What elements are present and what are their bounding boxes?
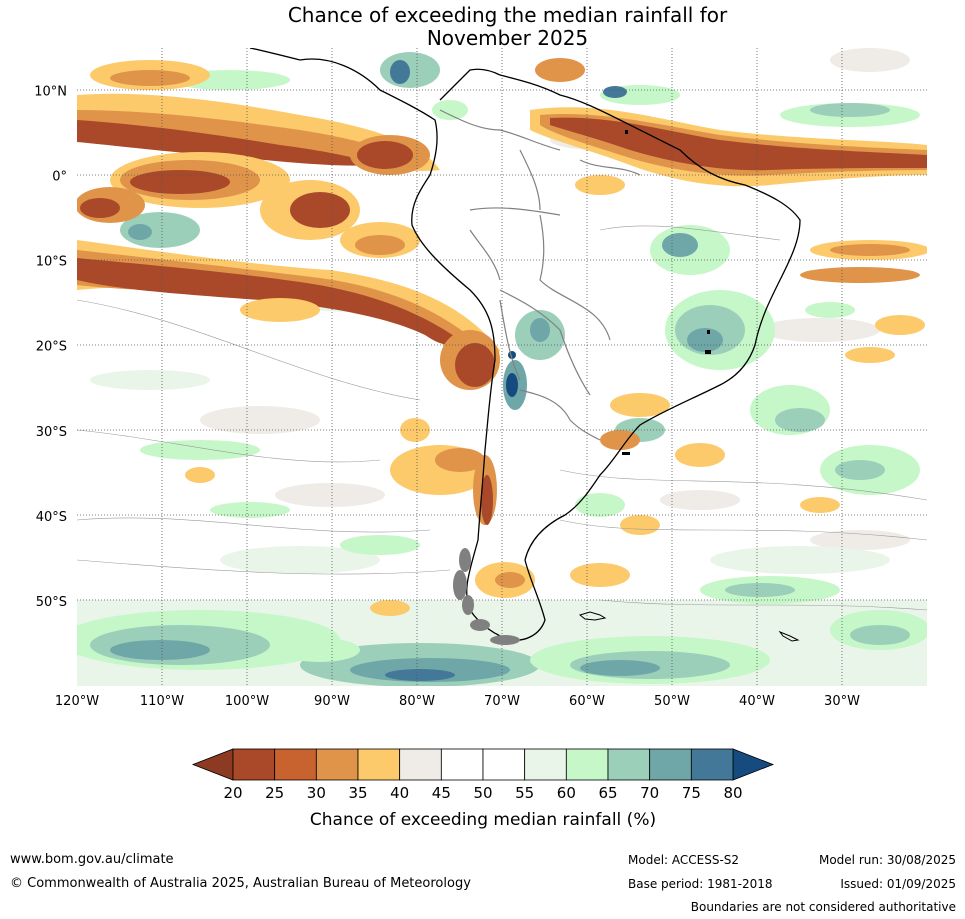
base-period-label: Base period: 1981-2018 [628, 877, 773, 891]
lat-tick-label: 10°S [36, 255, 67, 270]
colorbar-swatch [357, 748, 401, 781]
colorbar-tick-label: 45 [432, 784, 451, 802]
south-america-coastline [249, 48, 801, 641]
lon-tick-label: 90°W [314, 694, 350, 709]
latitude-labels: 10°N 0° 10°S 20°S 30°S 40°S 50°S [34, 85, 67, 610]
contour-lines [77, 225, 927, 611]
colorbar-swatch [482, 748, 526, 781]
copyright-text: © Commonwealth of Australia 2025, Austra… [10, 876, 471, 891]
colorbar-tick-label: 50 [473, 784, 492, 802]
falkland-islands [578, 611, 607, 621]
colorbar: 20 25 30 35 40 45 50 55 60 65 70 75 80 [191, 748, 775, 802]
graticule [77, 48, 927, 686]
disclaimer-text: Boundaries are not considered authoritat… [690, 900, 956, 914]
colorbar-swatch [524, 748, 567, 781]
colorbar-label: Chance of exceeding median rainfall (%) [310, 810, 656, 830]
southern-chile-archipelago [453, 548, 520, 645]
colorbar-tick-label: 60 [557, 784, 576, 802]
colorbar-swatch [565, 748, 609, 781]
lat-tick-label: 20°S [36, 340, 67, 355]
colorbar-swatch [607, 748, 651, 781]
colorbar-swatch [440, 748, 484, 781]
south-georgia [778, 630, 800, 642]
colorbar-tick-label: 75 [682, 784, 701, 802]
country-borders [439, 109, 641, 441]
lon-tick-label: 100°W [225, 694, 269, 709]
lon-tick-label: 60°W [569, 694, 605, 709]
colorbar-swatch [315, 748, 359, 781]
colorbar-under-arrow [191, 748, 234, 781]
lon-tick-label: 120°W [55, 694, 99, 709]
colorbar-tick-label: 40 [390, 784, 409, 802]
issued-label: Issued: 01/09/2025 [840, 877, 956, 891]
model-label: Model: ACCESS-S2 [628, 853, 740, 867]
website-link[interactable]: www.bom.gov.au/climate [10, 852, 174, 867]
map-title: Chance of exceeding the median rainfall … [0, 4, 965, 50]
colorbar-tick-label: 55 [515, 784, 534, 802]
title-line-2: November 2025 [426, 26, 589, 50]
lon-tick-label: 80°W [399, 694, 435, 709]
colorbar-tick-label: 70 [640, 784, 659, 802]
wet-anomaly-areas [120, 52, 920, 555]
colorbar-swatch [274, 748, 317, 781]
colorbar-swatch [690, 748, 734, 781]
colorbar-swatch [399, 748, 442, 781]
title-line-1: Chance of exceeding the median rainfall … [287, 3, 728, 27]
lon-tick-label: 30°W [824, 694, 860, 709]
lon-tick-label: 110°W [140, 694, 184, 709]
lat-tick-label: 10°N [34, 85, 67, 100]
lon-tick-label: 50°W [654, 694, 690, 709]
colorbar-swatch [232, 748, 276, 781]
colorbar-tick-label: 30 [307, 784, 326, 802]
dry-anomaly-areas [77, 58, 927, 616]
lat-tick-label: 40°S [36, 510, 67, 525]
southern-wet-band [77, 576, 927, 686]
lon-tick-label: 70°W [484, 694, 520, 709]
colorbar-tick-label: 20 [223, 784, 242, 802]
colorbar-tick-label: 65 [598, 784, 617, 802]
lat-tick-label: 30°S [36, 425, 67, 440]
colorbar-swatch [649, 748, 692, 781]
colorbar-over-arrow [732, 748, 775, 781]
lon-tick-label: 40°W [739, 694, 775, 709]
colorbar-tick-label: 35 [348, 784, 367, 802]
colorbar-tick-label: 80 [723, 784, 742, 802]
lat-tick-label: 50°S [36, 595, 67, 610]
model-run-label: Model run: 30/08/2025 [818, 853, 956, 867]
lakes [622, 130, 711, 455]
rainfall-probability-field [77, 48, 927, 686]
colorbar-tick-label: 25 [265, 784, 284, 802]
lat-tick-label: 0° [52, 170, 67, 185]
longitude-labels: 120°W 110°W 100°W 90°W 80°W 70°W 60°W 50°W 40°W 3… [55, 694, 860, 709]
